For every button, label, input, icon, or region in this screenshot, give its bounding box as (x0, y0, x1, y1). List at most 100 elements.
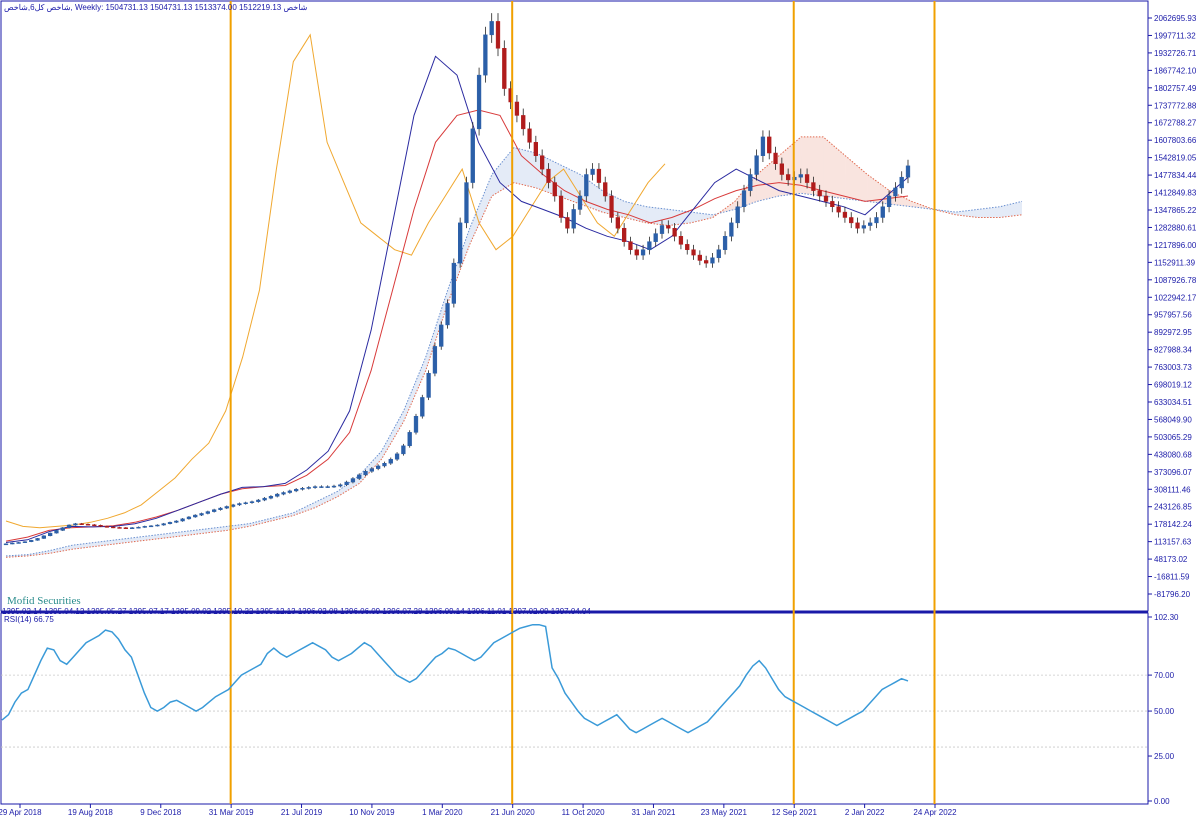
time-tick-label: 21 Jul 2019 (281, 808, 323, 817)
candle-body (451, 262, 456, 304)
candle-body (798, 174, 803, 178)
candle-body (603, 182, 608, 197)
candle-body (262, 497, 267, 501)
senkou-span-a (5, 147, 1023, 557)
price-tick-label: 1282880.61 (1154, 223, 1197, 232)
candle-body (123, 527, 128, 529)
price-tick-label: 113157.63 (1154, 538, 1192, 547)
candle-body (54, 530, 59, 534)
price-tick-label: 1542819.05 (1154, 154, 1197, 163)
candle-body (319, 486, 324, 488)
price-tick-label: 1412849.83 (1154, 189, 1197, 198)
rsi-tick-label: 0.00 (1154, 797, 1170, 806)
candle-body (514, 101, 520, 116)
candle-body (426, 373, 431, 398)
candle-body (136, 526, 141, 529)
candle-body (558, 195, 564, 218)
candle-body (502, 48, 507, 89)
price-tick-label: 503065.29 (1154, 433, 1192, 442)
candle-body (855, 222, 860, 229)
axis-ticks: 2062695.93 1997711.32 1932726.71 1867742.10… (0, 14, 1197, 817)
candle-body (905, 165, 911, 178)
candle-body (186, 516, 192, 520)
candle-body (483, 34, 488, 76)
candle-body (861, 225, 866, 229)
candle-body (92, 524, 97, 527)
candle-body (249, 501, 255, 503)
candle-body (161, 523, 166, 526)
candle-body (104, 526, 110, 528)
candle-body (66, 524, 72, 528)
candle-body (527, 128, 532, 143)
candle-body (256, 499, 261, 502)
candle-body (678, 236, 684, 245)
candle-body (672, 227, 677, 237)
candle-body (130, 527, 135, 529)
price-tick-label: 763003.73 (1154, 363, 1192, 372)
candle-body (899, 176, 904, 189)
candle-body (546, 168, 551, 183)
candle-body (218, 507, 223, 510)
candle-body (823, 195, 829, 202)
candle-body (439, 324, 444, 347)
candle-body (205, 511, 210, 514)
candle-body (142, 526, 147, 528)
candle-body (41, 535, 46, 539)
candle-body (748, 174, 753, 191)
time-tick-label: 31 Mar 2019 (209, 808, 254, 817)
candle-body (653, 233, 658, 242)
candle-body (275, 493, 280, 497)
rsi-tick-label: 25.00 (1154, 752, 1175, 761)
candle-body (338, 484, 343, 487)
price-tick-label: 1672788.27 (1154, 119, 1197, 128)
candle-body (420, 397, 425, 417)
cloud-segment (933, 209, 956, 215)
cloud-segment (72, 542, 95, 550)
candle-body (237, 503, 242, 506)
price-tick-label: 48173.02 (1154, 555, 1188, 564)
ichimoku-cloud (5, 136, 1023, 558)
cloud-segment (50, 545, 73, 554)
candle-body (413, 415, 419, 433)
rsi-panel-border (0, 612, 1149, 805)
time-tick-label: 29 Apr 2018 (0, 808, 42, 817)
cloud-segment (204, 526, 227, 534)
cloud-segment (955, 209, 978, 218)
candle-body (786, 174, 791, 181)
candle-body (584, 174, 589, 197)
candle-body (817, 190, 822, 197)
candle-body (565, 217, 570, 229)
candle-body (577, 195, 583, 210)
price-tick-label: 373096.07 (1154, 468, 1192, 477)
cloud-segment (403, 357, 426, 422)
cloud-segment (558, 163, 581, 205)
candle-body (804, 174, 810, 183)
price-tick-label: 178142.24 (1154, 520, 1192, 529)
cloud-segment (646, 206, 669, 226)
watermark-text: Mofid Securities (7, 595, 81, 607)
candle-body (331, 485, 337, 488)
candle-body (382, 462, 387, 467)
candle-body (830, 201, 835, 207)
candle-body (357, 474, 362, 479)
candle-body (880, 206, 885, 218)
price-tick-label: 568049.90 (1154, 415, 1192, 424)
candle-body (849, 217, 854, 224)
candlesticks (3, 13, 911, 546)
price-tick-label: 1802757.49 (1154, 84, 1197, 93)
cloud-segment (293, 502, 316, 516)
cloud-segment (889, 190, 912, 207)
candle-body (767, 136, 772, 154)
candle-body (634, 249, 639, 256)
candle-body (735, 206, 740, 224)
candle-body (268, 496, 274, 499)
candle-body (773, 152, 778, 165)
candle-body (199, 513, 204, 516)
candle-body (628, 241, 633, 250)
candle-body (729, 222, 734, 237)
cloud-segment (6, 554, 29, 558)
candle-body (85, 523, 91, 526)
rsi-series-line (1, 623, 909, 734)
candle-body (552, 182, 557, 197)
price-tick-label: -81796.20 (1154, 590, 1191, 599)
